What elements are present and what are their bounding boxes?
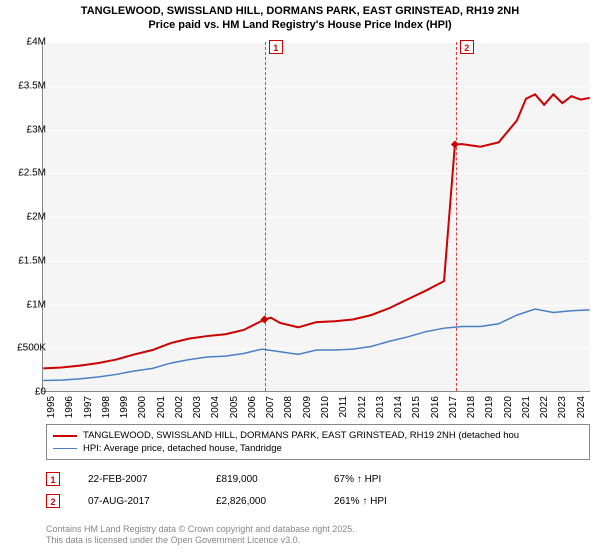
event-date-1: 22-FEB-2007 bbox=[88, 474, 188, 485]
x-axis-label: 2016 bbox=[430, 396, 441, 418]
y-axis-label: £4M bbox=[27, 37, 46, 48]
event-delta-1: 67% ↑ HPI bbox=[334, 474, 381, 485]
footer-line-2: This data is licensed under the Open Gov… bbox=[46, 535, 590, 546]
x-axis-label: 2007 bbox=[265, 396, 276, 418]
chart-plot-area: 12 bbox=[42, 42, 590, 392]
event-badge-1: 1 bbox=[46, 472, 60, 486]
x-axis-label: 1998 bbox=[101, 396, 112, 418]
event-row-1: 1 22-FEB-2007 £819,000 67% ↑ HPI bbox=[46, 468, 590, 490]
series-line-hpi bbox=[43, 309, 589, 380]
event-delta-2: 261% ↑ HPI bbox=[334, 496, 387, 507]
x-axis-label: 2004 bbox=[210, 396, 221, 418]
legend: TANGLEWOOD, SWISSLAND HILL, DORMANS PARK… bbox=[46, 424, 590, 460]
footer-line-1: Contains HM Land Registry data © Crown c… bbox=[46, 524, 590, 535]
events-list: 1 22-FEB-2007 £819,000 67% ↑ HPI 2 07-AU… bbox=[46, 468, 590, 512]
event-price-2: £2,826,000 bbox=[216, 496, 306, 507]
legend-swatch-hpi bbox=[53, 448, 77, 449]
x-axis-label: 2003 bbox=[192, 396, 203, 418]
chart-lines bbox=[43, 42, 590, 391]
x-axis-label: 2000 bbox=[137, 396, 148, 418]
x-axis-label: 2017 bbox=[448, 396, 459, 418]
x-axis-label: 2008 bbox=[283, 396, 294, 418]
footer-attribution: Contains HM Land Registry data © Crown c… bbox=[46, 524, 590, 547]
x-axis-label: 2010 bbox=[320, 396, 331, 418]
event-badge-2: 2 bbox=[46, 494, 60, 508]
title-line-2: Price paid vs. HM Land Registry's House … bbox=[10, 18, 590, 32]
x-axis-label: 2009 bbox=[302, 396, 313, 418]
legend-label-price: TANGLEWOOD, SWISSLAND HILL, DORMANS PARK… bbox=[83, 430, 519, 441]
x-axis-label: 2022 bbox=[539, 396, 550, 418]
y-axis-label: £1.5M bbox=[18, 255, 46, 266]
x-axis-label: 2011 bbox=[338, 396, 349, 418]
title-line-1: TANGLEWOOD, SWISSLAND HILL, DORMANS PARK… bbox=[10, 4, 590, 18]
event-date-2: 07-AUG-2017 bbox=[88, 496, 188, 507]
x-axis-label: 2023 bbox=[557, 396, 568, 418]
legend-label-hpi: HPI: Average price, detached house, Tand… bbox=[83, 443, 282, 454]
x-axis-label: 2006 bbox=[247, 396, 258, 418]
event-price-1: £819,000 bbox=[216, 474, 306, 485]
y-axis-label: £0 bbox=[35, 387, 46, 398]
y-axis-label: £2.5M bbox=[18, 168, 46, 179]
x-axis-label: 2013 bbox=[375, 396, 386, 418]
x-axis-label: 2012 bbox=[357, 396, 368, 418]
x-axis-label: 1995 bbox=[46, 396, 57, 418]
y-axis-label: £3M bbox=[27, 124, 46, 135]
x-axis-label: 2018 bbox=[466, 396, 477, 418]
y-axis-label: £1M bbox=[27, 299, 46, 310]
x-axis-label: 1999 bbox=[119, 396, 130, 418]
event-row-2: 2 07-AUG-2017 £2,826,000 261% ↑ HPI bbox=[46, 490, 590, 512]
x-axis-label: 2020 bbox=[503, 396, 514, 418]
x-axis-label: 2019 bbox=[484, 396, 495, 418]
x-axis-label: 2001 bbox=[156, 396, 167, 418]
x-axis-label: 1997 bbox=[83, 396, 94, 418]
x-axis-label: 2024 bbox=[576, 396, 587, 418]
x-axis-label: 2005 bbox=[229, 396, 240, 418]
series-line-price_paid bbox=[43, 94, 589, 368]
series-marker bbox=[260, 316, 268, 324]
legend-swatch-price bbox=[53, 435, 77, 437]
gridline-h bbox=[43, 392, 590, 393]
y-axis-label: £500K bbox=[17, 343, 46, 354]
chart-title: TANGLEWOOD, SWISSLAND HILL, DORMANS PARK… bbox=[0, 0, 600, 35]
legend-item-price: TANGLEWOOD, SWISSLAND HILL, DORMANS PARK… bbox=[53, 429, 583, 442]
x-axis-label: 2021 bbox=[521, 396, 532, 418]
y-axis-label: £2M bbox=[27, 212, 46, 223]
x-axis-label: 2014 bbox=[393, 396, 404, 418]
legend-item-hpi: HPI: Average price, detached house, Tand… bbox=[53, 442, 583, 455]
y-axis-label: £3.5M bbox=[18, 80, 46, 91]
x-axis-label: 1996 bbox=[64, 396, 75, 418]
x-axis-label: 2002 bbox=[174, 396, 185, 418]
series-marker bbox=[451, 140, 459, 148]
x-axis-label: 2015 bbox=[411, 396, 422, 418]
